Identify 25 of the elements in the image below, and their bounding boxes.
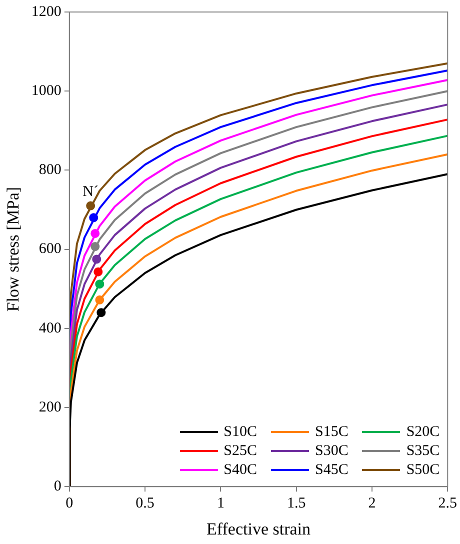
legend-label: S50C <box>406 462 440 479</box>
legend-label: S15C <box>314 424 348 441</box>
legend-label: S45C <box>314 462 348 479</box>
legend-label: S25C <box>224 442 257 460</box>
y-axis-title: Flow stress [MPa] <box>4 186 23 312</box>
x-tick-label: 0.5 <box>136 496 154 512</box>
y-tick-label: 1000 <box>31 83 62 100</box>
legend-label: S40C <box>224 462 257 479</box>
y-tick-label: 600 <box>38 241 62 258</box>
annotation: N´ <box>82 184 98 200</box>
x-tick-label: 2 <box>368 496 376 512</box>
y-tick-label: 0 <box>54 478 62 495</box>
y-tick-label: 200 <box>38 399 62 416</box>
x-tick-label: 1 <box>216 496 224 512</box>
y-tick-label: 800 <box>38 162 62 178</box>
legend-label: S20C <box>406 424 440 441</box>
legend-label: S30C <box>314 442 348 460</box>
x-tick-label: 0 <box>66 496 74 512</box>
y-tick-label: 1200 <box>31 4 62 20</box>
x-tick-label: 2.5 <box>438 496 457 512</box>
legend-label: S35C <box>406 442 440 460</box>
y-tick-label: 400 <box>38 320 62 336</box>
x-tick-label: 1.5 <box>286 496 306 512</box>
legend-label: S10C <box>224 424 257 441</box>
x-axis-title: Effective strain <box>206 519 312 538</box>
